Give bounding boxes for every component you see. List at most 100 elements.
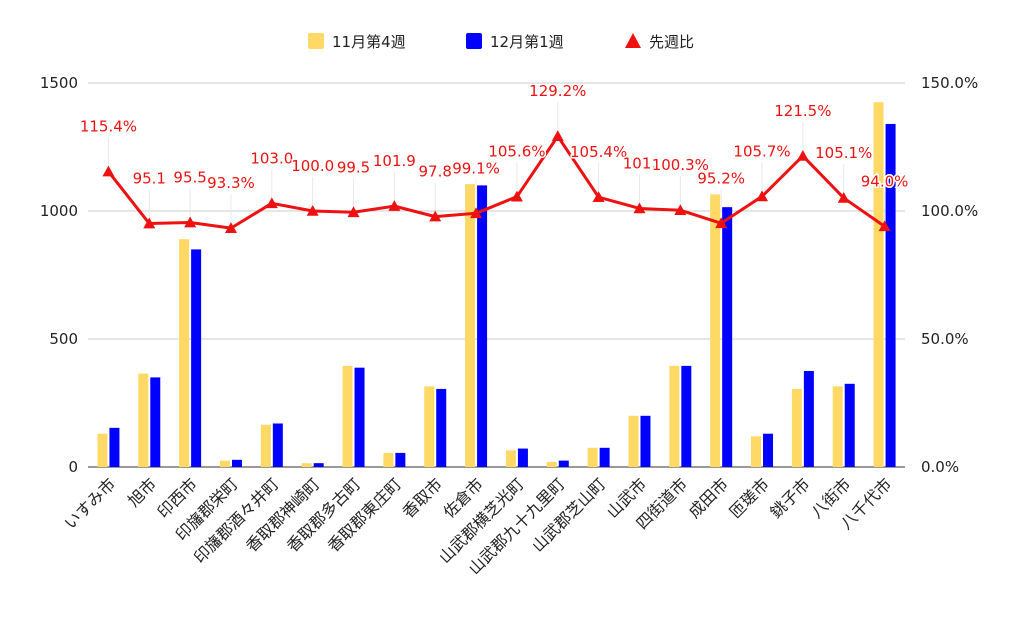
- legend: 11月第4週 12月第1週 先週比: [308, 33, 694, 51]
- right-tick-label: 150.0%: [921, 74, 978, 92]
- bar-week1-dec: [395, 452, 406, 467]
- ratio-data-label: 95.5: [173, 169, 206, 187]
- left-tick-label: 1000: [40, 202, 78, 220]
- ratio-marker: [551, 130, 564, 142]
- bar-week1-dec: [558, 460, 569, 467]
- bar-week4-nov: [546, 461, 557, 467]
- ratio-data-label: 100.3%: [652, 156, 709, 174]
- left-tick-label: 500: [49, 330, 78, 348]
- ratio-data-label: 95.1: [133, 170, 166, 188]
- legend-swatch: [625, 33, 641, 48]
- ratio-marker: [102, 165, 115, 177]
- left-tick-label: 1500: [40, 74, 78, 92]
- ratio-data-label: 94.0%: [861, 172, 909, 190]
- ratio-data-label: 100.0: [291, 157, 334, 175]
- ratio-data-label: 93.3%: [207, 174, 255, 192]
- ratio-marker: [429, 210, 442, 222]
- legend-swatch: [308, 33, 324, 49]
- bar-week4-nov: [301, 463, 312, 467]
- ratio-marker: [592, 191, 605, 202]
- bar-week1-dec: [272, 423, 283, 467]
- bar-week4-nov: [587, 447, 598, 467]
- ratio-marker: [796, 149, 809, 161]
- ratio-marker: [184, 216, 197, 228]
- ratio-marker: [878, 220, 891, 232]
- bars: [97, 102, 896, 468]
- bar-week4-nov: [628, 415, 639, 467]
- category-label: いすみ市: [61, 474, 120, 533]
- bar-week4-nov: [424, 386, 435, 467]
- bar-week4-nov: [260, 424, 271, 467]
- legend-label: 12月第1週: [490, 33, 564, 51]
- bar-week1-dec: [436, 388, 447, 467]
- bar-week4-nov: [179, 239, 190, 467]
- ratio-data-label: 105.1%: [815, 144, 872, 162]
- ratio-marker: [388, 200, 401, 211]
- right-tick-label: 0.0%: [921, 458, 959, 476]
- bar-week4-nov: [710, 194, 721, 468]
- bar-week1-dec: [885, 123, 896, 468]
- ratio-data-label: 103.0: [250, 149, 293, 167]
- category-label: 香取市: [399, 474, 446, 521]
- ratio-data-label: 95.2%: [697, 169, 745, 187]
- ratio-data-label: 99.1%: [452, 159, 500, 177]
- category-label: 銚子市: [766, 474, 813, 521]
- ratio-marker: [265, 197, 278, 209]
- ratio-marker: [510, 190, 523, 202]
- bar-week1-dec: [844, 383, 855, 467]
- bar-week4-nov: [751, 436, 762, 467]
- right-tick-label: 50.0%: [921, 330, 969, 348]
- ratio-marker: [347, 206, 360, 218]
- bar-week1-dec: [150, 377, 161, 467]
- legend-label: 先週比: [649, 33, 694, 51]
- ratio-marker: [715, 217, 728, 229]
- right-tick-label: 100.0%: [921, 202, 978, 220]
- ratio-marker: [756, 190, 769, 202]
- bar-week4-nov: [832, 386, 843, 467]
- gridlines: [88, 82, 905, 468]
- legend-label: 11月第4週: [332, 33, 406, 51]
- category-label: 旭市: [124, 474, 160, 510]
- left-axis: 0 500 1000 1500: [40, 74, 78, 476]
- ratio-marker: [674, 204, 687, 216]
- ratio-marker: [633, 202, 646, 214]
- ratio-data-label: 115.4%: [80, 118, 137, 136]
- bar-week4-nov: [342, 365, 353, 467]
- legend-swatch: [466, 33, 482, 49]
- bar-week1-dec: [640, 415, 651, 467]
- ratio-marker: [306, 205, 319, 216]
- bar-week1-dec: [681, 365, 692, 467]
- bar-week4-nov: [383, 452, 394, 467]
- bar-week1-dec: [109, 427, 120, 467]
- left-tick-label: 0: [68, 458, 78, 476]
- category-label: 匝瑳市: [725, 474, 772, 521]
- bar-week1-dec: [599, 447, 610, 467]
- bar-week4-nov: [138, 373, 149, 467]
- ratio-data-label: 101.9: [373, 152, 416, 170]
- ratio-data-label: 129.2%: [529, 82, 586, 100]
- ratio-data-label: 99.5: [337, 158, 370, 176]
- bar-week4-nov: [505, 450, 516, 467]
- bar-week1-dec: [191, 249, 202, 467]
- bar-week1-dec: [722, 207, 733, 467]
- ratio-data-label: 105.6%: [488, 143, 545, 161]
- ratio-data-label: 101.: [623, 154, 656, 172]
- bar-week1-dec: [763, 433, 774, 467]
- ratio-marker: [470, 207, 483, 219]
- ratio-data-label: 105.7%: [733, 142, 790, 160]
- bar-week1-dec: [354, 367, 365, 467]
- bar-week1-dec: [803, 371, 814, 467]
- ratio-marker: [143, 217, 156, 229]
- ratio-data-label: 105.4%: [570, 143, 627, 161]
- ratio-data-label: 121.5%: [774, 102, 831, 120]
- ratio-data-label: 97.8: [419, 163, 452, 181]
- ratio-polyline: [107, 134, 886, 230]
- bar-week4-nov: [873, 102, 884, 467]
- bar-week4-nov: [219, 460, 230, 467]
- bar-week1-dec: [477, 185, 488, 467]
- bar-week1-dec: [231, 459, 242, 467]
- ratio-marker: [837, 191, 850, 203]
- bar-week4-nov: [791, 388, 802, 467]
